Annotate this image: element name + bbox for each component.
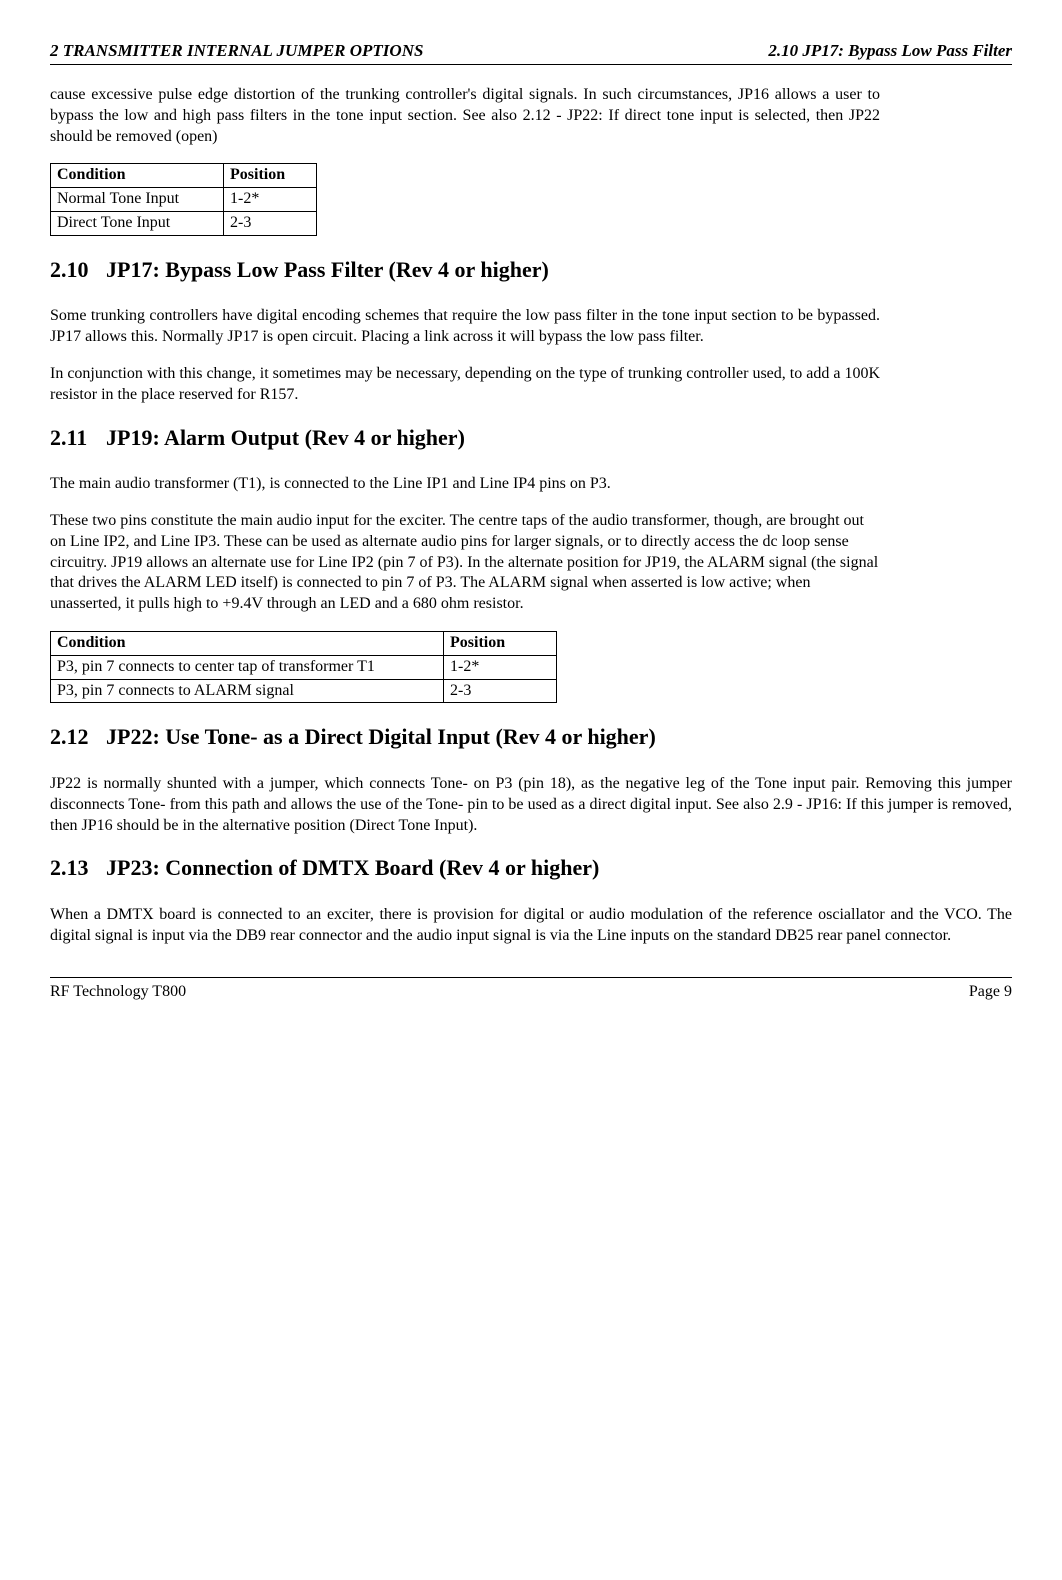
table-header-cell: Position (224, 164, 317, 188)
body-paragraph: Some trunking controllers have digital e… (50, 306, 880, 348)
table-jp16: Condition Position Normal Tone Input 1-2… (50, 163, 317, 235)
table-header-row: Condition Position (51, 164, 317, 188)
page-footer: RF Technology T800 Page 9 (50, 982, 1012, 1003)
body-paragraph: These two pins constitute the main audio… (50, 511, 880, 615)
body-paragraph: In conjunction with this change, it some… (50, 364, 880, 406)
table-header-row: Condition Position (51, 632, 557, 656)
table-cell: P3, pin 7 connects to center tap of tran… (51, 655, 444, 679)
intro-paragraph: cause excessive pulse edge distortion of… (50, 85, 880, 147)
table-cell: 2-3 (444, 679, 557, 703)
table-jp19: Condition Position P3, pin 7 connects to… (50, 631, 557, 703)
table-row: P3, pin 7 connects to center tap of tran… (51, 655, 557, 679)
table-cell: Normal Tone Input (51, 188, 224, 212)
section-number: 2.11 (50, 424, 106, 453)
section-title: JP19: Alarm Output (Rev 4 or higher) (106, 425, 465, 450)
table-cell: P3, pin 7 connects to ALARM signal (51, 679, 444, 703)
section-heading-210: 2.10JP17: Bypass Low Pass Filter (Rev 4 … (50, 256, 1012, 285)
header-right: 2.10 JP17: Bypass Low Pass Filter (768, 40, 1012, 62)
body-paragraph: The main audio transformer (T1), is conn… (50, 474, 880, 495)
section-title: JP23: Connection of DMTX Board (Rev 4 or… (106, 855, 599, 880)
section-title: JP22: Use Tone- as a Direct Digital Inpu… (106, 724, 656, 749)
table-cell: 1-2* (444, 655, 557, 679)
footer-left: RF Technology T800 (50, 982, 186, 1003)
table-cell: 2-3 (224, 212, 317, 236)
section-number: 2.10 (50, 256, 106, 285)
section-heading-212: 2.12JP22: Use Tone- as a Direct Digital … (50, 723, 1012, 752)
table-header-cell: Condition (51, 164, 224, 188)
table-row: Normal Tone Input 1-2* (51, 188, 317, 212)
section-heading-213: 2.13JP23: Connection of DMTX Board (Rev … (50, 854, 1012, 883)
table-row: P3, pin 7 connects to ALARM signal 2-3 (51, 679, 557, 703)
section-number: 2.13 (50, 854, 106, 883)
table-header-cell: Position (444, 632, 557, 656)
section-title: JP17: Bypass Low Pass Filter (Rev 4 or h… (106, 257, 549, 282)
header-left: 2 TRANSMITTER INTERNAL JUMPER OPTIONS (50, 40, 423, 62)
section-number: 2.12 (50, 723, 106, 752)
body-paragraph: When a DMTX board is connected to an exc… (50, 905, 1012, 947)
table-row: Direct Tone Input 2-3 (51, 212, 317, 236)
section-heading-211: 2.11JP19: Alarm Output (Rev 4 or higher) (50, 424, 1012, 453)
body-paragraph: JP22 is normally shunted with a jumper, … (50, 774, 1012, 836)
page-header: 2 TRANSMITTER INTERNAL JUMPER OPTIONS 2.… (50, 40, 1012, 65)
footer-right: Page 9 (969, 982, 1012, 1003)
table-cell: 1-2* (224, 188, 317, 212)
table-cell: Direct Tone Input (51, 212, 224, 236)
table-header-cell: Condition (51, 632, 444, 656)
footer-divider (50, 977, 1012, 978)
